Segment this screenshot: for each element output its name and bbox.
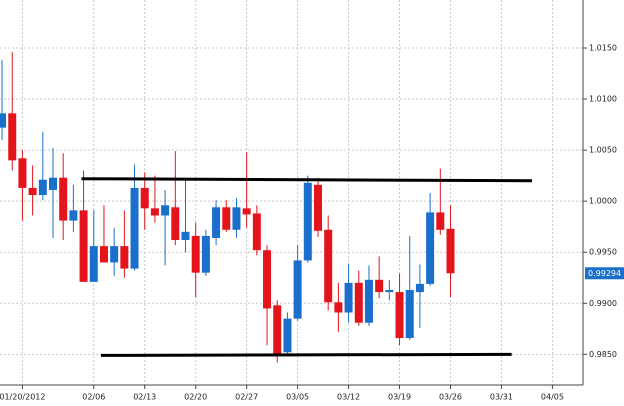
x-tick-label: 03/12 [337, 393, 360, 402]
x-tick-label: 02/06 [82, 393, 105, 402]
candle-body [181, 231, 190, 240]
y-tick-label: 0.9850 [589, 350, 617, 359]
candle-body [140, 187, 149, 209]
y-tick-label: 1.0150 [589, 43, 617, 52]
candle-body [49, 177, 57, 190]
candle-body [303, 182, 312, 261]
candle-body [354, 282, 363, 323]
candle-body [415, 283, 424, 293]
x-tick-label: 03/19 [388, 393, 411, 402]
x-tick-label: 03/31 [490, 393, 513, 402]
y-tick-label: 1.0050 [589, 146, 617, 155]
candle-body [130, 187, 139, 269]
candle-body [283, 318, 292, 353]
candle-body [120, 246, 129, 269]
candle-body [405, 290, 414, 339]
candle-body [222, 207, 231, 230]
candle-body [293, 260, 302, 319]
candle-body [99, 246, 108, 263]
candle-body [446, 228, 455, 274]
trendline [81, 177, 533, 183]
x-tick-label: 01/20/2012 [0, 393, 45, 402]
y-tick-label: 1.0000 [589, 197, 617, 206]
candle-body [18, 158, 27, 188]
candle-body [395, 292, 404, 339]
candle-body [201, 235, 210, 273]
candle-body [385, 290, 394, 293]
y-tick-label: 0.9900 [589, 299, 617, 308]
candle-body [263, 250, 272, 309]
candle-body [28, 187, 37, 196]
candle-body [273, 305, 282, 356]
candle-body [212, 207, 221, 238]
x-tick-label: 02/20 [184, 393, 207, 402]
candle-body [69, 210, 78, 221]
candle-body [171, 207, 180, 240]
candle-body [242, 208, 251, 215]
y-tick-label: 0.9950 [589, 248, 617, 257]
trendline [100, 352, 512, 357]
candle-body [426, 212, 435, 284]
x-tick-label: 04/05 [541, 393, 564, 402]
candle-body [79, 210, 88, 282]
candle-body [364, 279, 373, 323]
current-price-label: 0.99294 [588, 269, 621, 278]
candle-body [38, 179, 47, 196]
candle-body [0, 113, 7, 128]
x-tick-label: 02/27 [235, 393, 258, 402]
candle-body [150, 208, 159, 216]
candle-body [334, 302, 343, 313]
candle-body [8, 113, 17, 161]
candle-body [252, 213, 261, 251]
candle-body [375, 279, 384, 293]
x-tick-label: 02/13 [133, 393, 156, 402]
candle-body [344, 282, 353, 313]
candle-body [59, 177, 68, 221]
y-tick-label: 1.0100 [589, 95, 617, 104]
candle-body [89, 246, 98, 282]
x-tick-label: 03/05 [286, 393, 309, 402]
candle-body [232, 207, 241, 230]
candle-body [161, 205, 170, 216]
candle-body [324, 229, 333, 303]
x-tick-label: 03/26 [439, 393, 462, 402]
candle-body [191, 235, 200, 273]
candle-body [110, 246, 119, 263]
current-price-box [585, 267, 624, 280]
candle-body [314, 184, 322, 231]
candle-body [436, 212, 445, 230]
